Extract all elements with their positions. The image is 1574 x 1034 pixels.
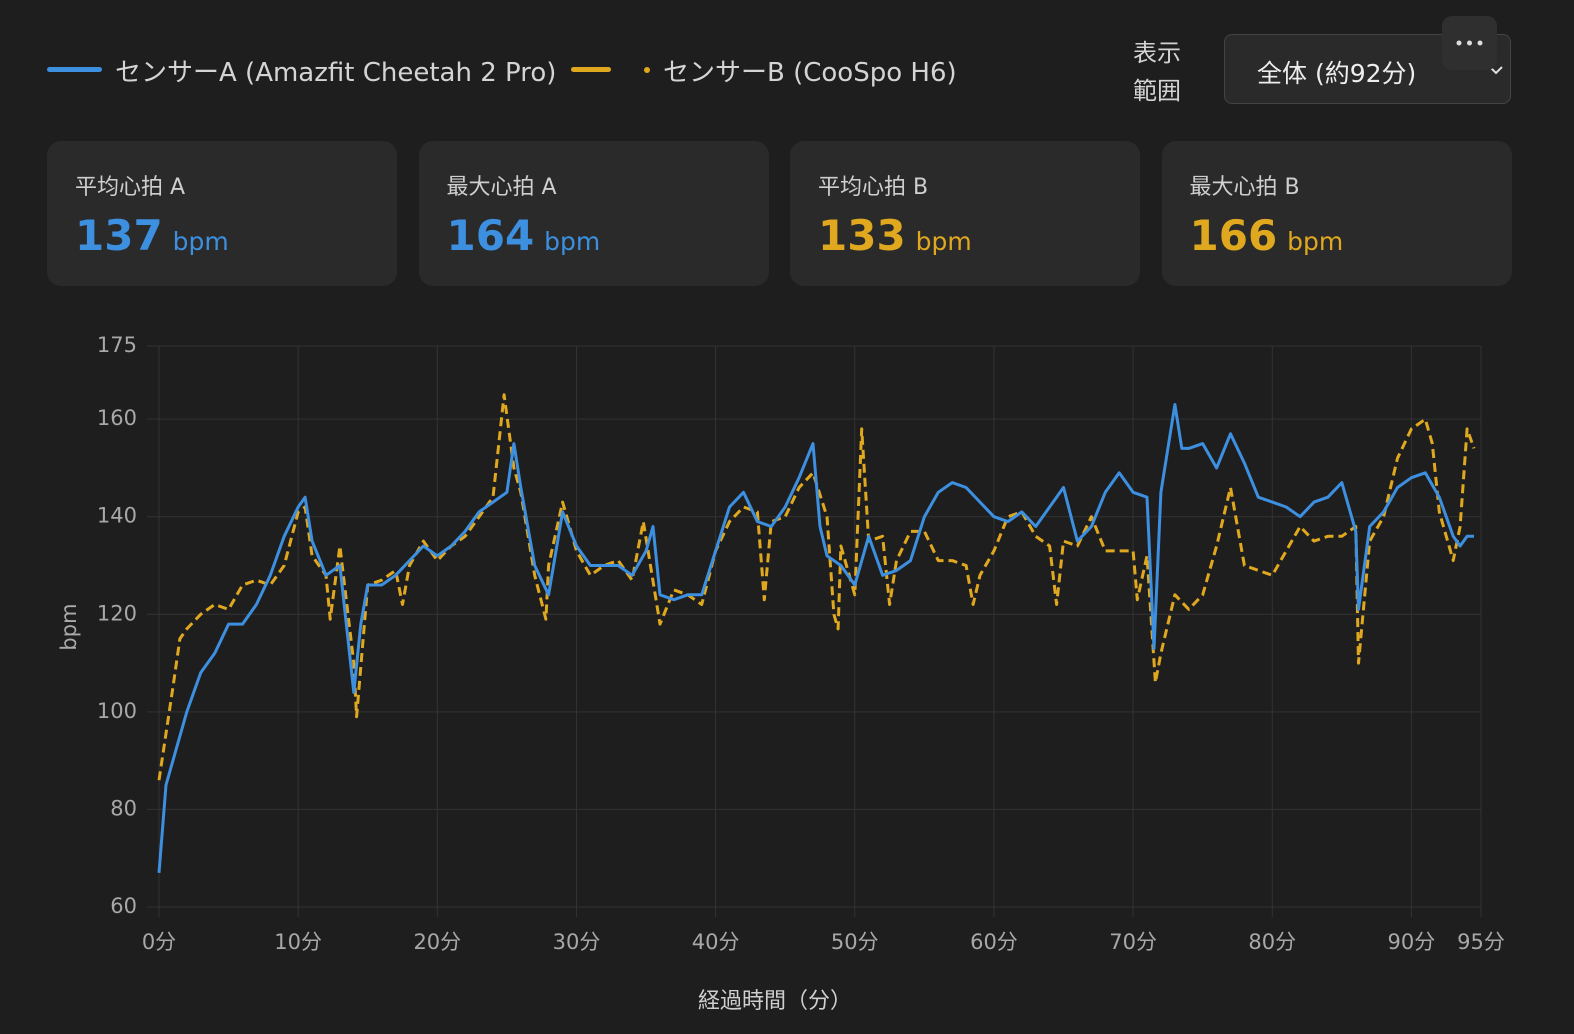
range-label-line: 表示 — [1133, 39, 1181, 67]
y-tick-label: 120 — [97, 601, 137, 625]
stat-unit: bpm — [172, 227, 229, 256]
x-tick-label: 10分 — [274, 930, 322, 954]
series-line — [157, 403, 1474, 874]
range-select[interactable]: 全体 (約92分) — [1224, 34, 1511, 104]
legend-label: センサーB (CooSpo H6) — [663, 58, 957, 88]
stat-value: 164 bpm — [446, 211, 601, 260]
y-tick-label: 80 — [110, 796, 137, 820]
x-tick-label: 30分 — [553, 930, 601, 954]
stat-label: 最大心拍 A — [446, 175, 557, 200]
y-tick-label: 160 — [97, 406, 137, 430]
legend-label: センサーA (Amazfit Cheetah 2 Pro) — [115, 58, 557, 88]
x-axis-label: 経過時間（分） — [698, 989, 852, 1014]
stat-unit: bpm — [1287, 227, 1344, 256]
legend-swatch-b — [571, 67, 611, 72]
x-tick-label: 20分 — [413, 930, 461, 954]
y-tick-label: 175 — [97, 333, 137, 357]
stat-card: 平均心拍 B 133 bpm — [790, 141, 1140, 286]
stat-value: 166 bpm — [1189, 211, 1344, 260]
x-tick-label: 40分 — [692, 930, 740, 954]
more-button[interactable] — [1442, 16, 1497, 70]
x-tick-label: 70分 — [1109, 930, 1157, 954]
stat-label: 平均心拍 A — [75, 175, 186, 200]
x-tick-label: 60分 — [970, 930, 1018, 954]
stat-card: 最大心拍 A 164 bpm — [418, 141, 769, 286]
x-tick-label: 95分 — [1457, 930, 1505, 954]
x-tick-label: 50分 — [831, 930, 879, 954]
stat-value: 137 bpm — [75, 211, 229, 260]
y-tick-label: 100 — [97, 699, 137, 723]
stat-card: 平均心拍 A 137 bpm — [47, 141, 397, 286]
legend-dot-b — [644, 67, 650, 73]
y-tick-label: 140 — [97, 504, 137, 528]
y-axis-label: bpm — [57, 603, 81, 650]
stat-unit: bpm — [915, 227, 972, 256]
y-tick-label: 60 — [110, 894, 137, 918]
range-select-value: 全体 (約92分) — [1257, 59, 1417, 88]
stat-label: 平均心拍 B — [818, 175, 929, 200]
series-line — [157, 393, 1476, 781]
stat-unit: bpm — [544, 227, 601, 256]
stat-label: 最大心拍 B — [1189, 175, 1300, 200]
stat-card: 最大心拍 B 166 bpm — [1161, 141, 1512, 286]
legend-swatch-a — [47, 67, 102, 72]
x-tick-label: 80分 — [1248, 930, 1296, 954]
x-tick-label: 90分 — [1388, 930, 1436, 954]
chevron — [1489, 66, 1503, 75]
more-icon — [1456, 40, 1483, 46]
stat-value: 133 bpm — [818, 211, 972, 260]
range-label-line: 範囲 — [1133, 77, 1181, 105]
range-label: 表示 範囲 — [1133, 34, 1181, 110]
x-tick-label: 0分 — [142, 930, 176, 954]
